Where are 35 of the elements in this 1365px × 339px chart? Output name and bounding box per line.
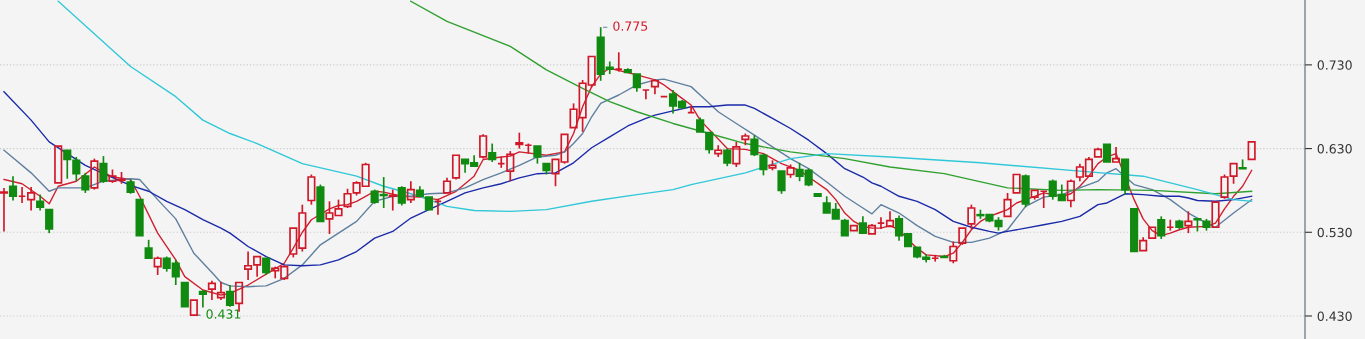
candlestick [858,215,867,234]
candlestick [1120,158,1130,196]
candlestick [1012,173,1021,194]
line-series [57,0,1253,213]
y-tick-label: 0.630 [1317,144,1352,154]
candlestick [732,141,741,168]
annotation: 0.775 [613,21,648,31]
line-series [410,0,1253,195]
candlestick [180,281,189,308]
candlestick [813,192,822,198]
candlestick [1148,226,1157,239]
candlestick [885,210,895,228]
y-tick-label: 0.430 [1317,311,1352,321]
candlestick [714,144,723,158]
y-tick-label: 0.730 [1317,60,1352,70]
candlestick [1247,141,1256,161]
candlestick [849,224,858,232]
candlestick [1139,236,1148,252]
candlestick [1111,146,1121,163]
candlestick [1211,201,1220,229]
candlestick [27,186,36,212]
candlestick [488,142,497,163]
y-tick-label: 0.530 [1317,227,1352,238]
line-series [3,90,1253,267]
candlestick [1157,215,1166,240]
candlestick [36,193,45,212]
candlestick [1102,143,1112,163]
candlestick [506,150,515,183]
candlestick [262,257,271,276]
candlestick [135,198,144,237]
candlestick [1130,208,1139,253]
candlestick [632,73,641,93]
candlestick [54,145,63,184]
candlestick [406,180,415,204]
annotation: 0.431 [206,309,241,319]
